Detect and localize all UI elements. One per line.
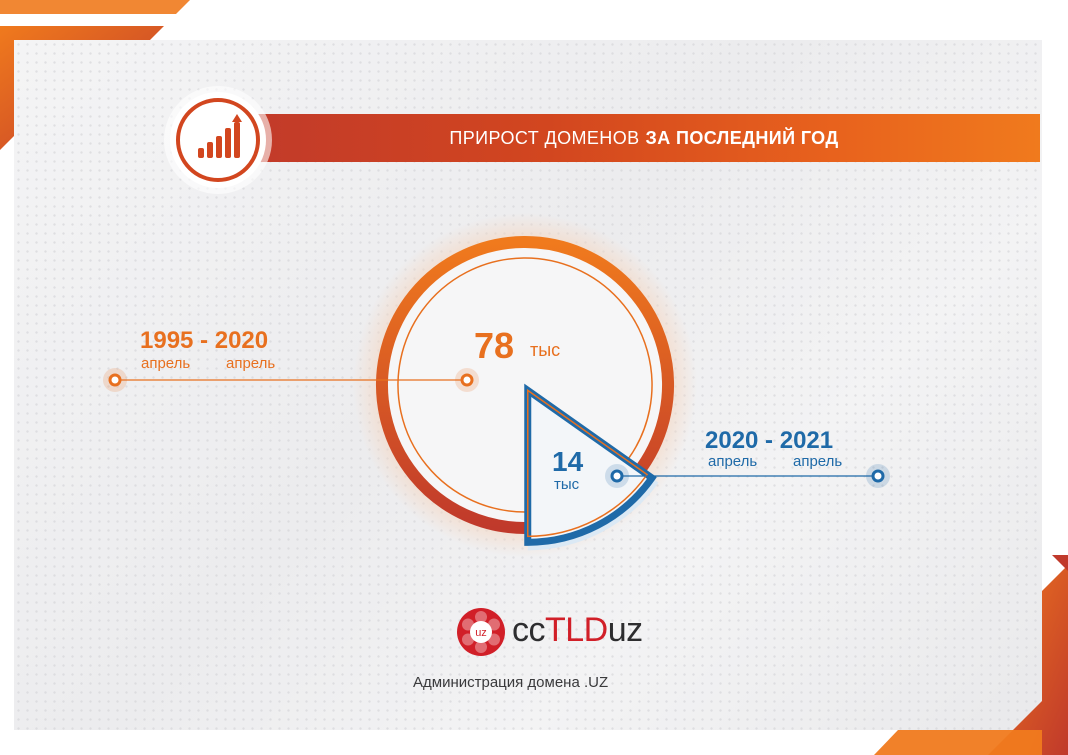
slice-1-value: 78 <box>474 325 515 366</box>
top-left-corner-decoration <box>0 0 190 150</box>
slice-2-unit: тыс <box>554 476 580 493</box>
slice-1-to: апрель <box>226 355 276 372</box>
slice-2-dot-0 <box>610 469 624 483</box>
logo-suffix: uz <box>607 611 643 649</box>
slice-1-dot-0 <box>108 373 122 387</box>
slice-2-to: апрель <box>793 453 843 470</box>
slice-2-group <box>524 383 659 551</box>
bottom-right-corner-decoration <box>874 555 1068 755</box>
slice-2-dot-1 <box>871 469 885 483</box>
slice-2-inner-edge <box>527 388 649 538</box>
slice-2-period: 2020 - 2021 <box>705 427 834 454</box>
title-bold: ЗА ПОСЛЕДНИЙ ГОД <box>645 127 839 148</box>
logo-badge-text: uz <box>475 627 487 639</box>
slice-1-unit: тыс <box>530 340 561 360</box>
slice-1-period: 1995 - 2020 <box>140 327 269 354</box>
slice-2-from: апрель <box>708 453 758 470</box>
slice-2-wedge <box>524 383 657 546</box>
cctld-logo-text: ccTLDuz <box>512 611 643 650</box>
title-banner <box>218 114 1040 162</box>
bar-chart-growth-icon <box>176 98 260 182</box>
slice-1-inner-ring <box>397 257 653 513</box>
slice-1-ring <box>376 236 674 534</box>
growth-icon-badge <box>170 92 266 188</box>
logo-prefix: cc <box>512 611 546 649</box>
title-regular: ПРИРОСТ ДОМЕНОВ <box>449 127 640 148</box>
slice-1-from: апрель <box>141 355 191 372</box>
logo-highlight: TLD <box>545 611 608 649</box>
cctld-flower-logo-icon: uz <box>457 608 505 656</box>
page-title: ПРИРОСТ ДОМЕНОВ ЗА ПОСЛЕДНИЙ ГОД <box>218 114 1040 162</box>
slice-2-value: 14 <box>552 446 584 477</box>
slice-1-dot-1 <box>460 373 474 387</box>
footer-caption: Администрация домена .UZ <box>413 674 609 691</box>
